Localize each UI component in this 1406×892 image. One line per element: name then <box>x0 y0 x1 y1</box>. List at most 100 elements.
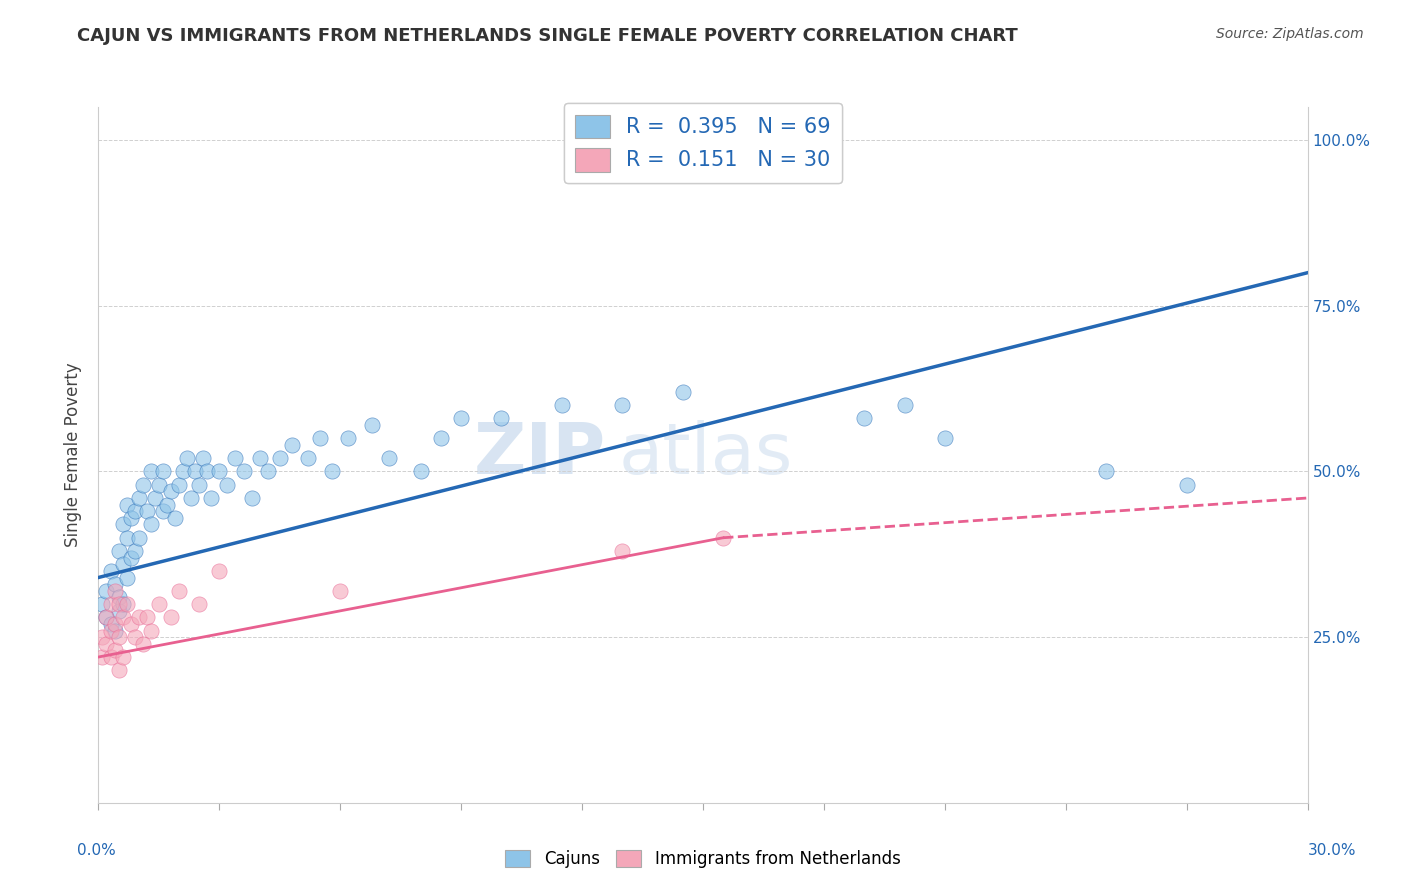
Point <box>281 438 304 452</box>
Point <box>163 511 186 525</box>
Text: ZIP: ZIP <box>474 420 606 490</box>
Point <box>132 637 155 651</box>
Point <box>1175 477 1198 491</box>
Point <box>107 604 129 618</box>
Point <box>107 597 129 611</box>
Text: atlas: atlas <box>619 420 793 490</box>
Point <box>180 491 202 505</box>
Point <box>103 616 125 631</box>
Point <box>91 597 114 611</box>
Text: 0.0%: 0.0% <box>77 843 117 858</box>
Point <box>200 491 222 505</box>
Point <box>96 610 118 624</box>
Text: 30.0%: 30.0% <box>1309 843 1357 858</box>
Point <box>96 637 118 651</box>
Point <box>160 484 183 499</box>
Point <box>124 630 146 644</box>
Point <box>139 517 162 532</box>
Point <box>195 465 218 479</box>
Point <box>249 451 271 466</box>
Point <box>208 465 231 479</box>
Point <box>111 517 134 532</box>
Point <box>115 498 138 512</box>
Point <box>103 577 125 591</box>
Point <box>132 477 155 491</box>
Text: CAJUN VS IMMIGRANTS FROM NETHERLANDS SINGLE FEMALE POVERTY CORRELATION CHART: CAJUN VS IMMIGRANTS FROM NETHERLANDS SIN… <box>77 27 1018 45</box>
Point <box>115 531 138 545</box>
Point <box>152 504 174 518</box>
Point <box>176 451 198 466</box>
Point <box>893 398 915 412</box>
Point <box>96 610 118 624</box>
Point <box>337 431 360 445</box>
Point <box>107 591 129 605</box>
Point <box>115 570 138 584</box>
Point <box>711 531 734 545</box>
Point <box>107 544 129 558</box>
Point <box>217 477 239 491</box>
Legend: R =  0.395   N = 69, R =  0.151   N = 30: R = 0.395 N = 69, R = 0.151 N = 30 <box>564 103 842 184</box>
Point <box>256 465 278 479</box>
Point <box>297 451 319 466</box>
Point <box>91 630 114 644</box>
Point <box>184 465 207 479</box>
Point <box>100 564 122 578</box>
Point <box>120 550 142 565</box>
Point <box>208 564 231 578</box>
Point <box>491 411 513 425</box>
Point <box>193 451 215 466</box>
Point <box>853 411 876 425</box>
Point <box>152 465 174 479</box>
Point <box>321 465 343 479</box>
Point <box>240 491 263 505</box>
Point <box>1095 465 1118 479</box>
Point <box>143 491 166 505</box>
Y-axis label: Single Female Poverty: Single Female Poverty <box>65 363 83 547</box>
Point <box>672 384 695 399</box>
Point <box>120 511 142 525</box>
Point <box>269 451 291 466</box>
Point <box>128 531 150 545</box>
Point <box>224 451 246 466</box>
Point <box>100 616 122 631</box>
Point <box>103 643 125 657</box>
Point <box>91 650 114 665</box>
Point <box>232 465 254 479</box>
Point <box>120 616 142 631</box>
Point <box>612 398 634 412</box>
Point <box>135 504 157 518</box>
Point <box>377 451 399 466</box>
Point <box>96 583 118 598</box>
Legend: Cajuns, Immigrants from Netherlands: Cajuns, Immigrants from Netherlands <box>499 843 907 875</box>
Point <box>148 477 170 491</box>
Point <box>139 624 162 638</box>
Point <box>430 431 453 445</box>
Point <box>160 610 183 624</box>
Point <box>139 465 162 479</box>
Point <box>172 465 194 479</box>
Point <box>115 597 138 611</box>
Point <box>148 597 170 611</box>
Point <box>107 630 129 644</box>
Point <box>934 431 956 445</box>
Point <box>156 498 179 512</box>
Point <box>128 610 150 624</box>
Point <box>103 624 125 638</box>
Point <box>612 544 634 558</box>
Point <box>188 477 211 491</box>
Point <box>111 650 134 665</box>
Point <box>100 624 122 638</box>
Point <box>111 597 134 611</box>
Text: Source: ZipAtlas.com: Source: ZipAtlas.com <box>1216 27 1364 41</box>
Point <box>111 610 134 624</box>
Point <box>111 558 134 572</box>
Point <box>128 491 150 505</box>
Point <box>309 431 332 445</box>
Point <box>103 583 125 598</box>
Point <box>124 544 146 558</box>
Point <box>107 663 129 677</box>
Point <box>450 411 472 425</box>
Point <box>329 583 352 598</box>
Point <box>361 418 384 433</box>
Point <box>188 597 211 611</box>
